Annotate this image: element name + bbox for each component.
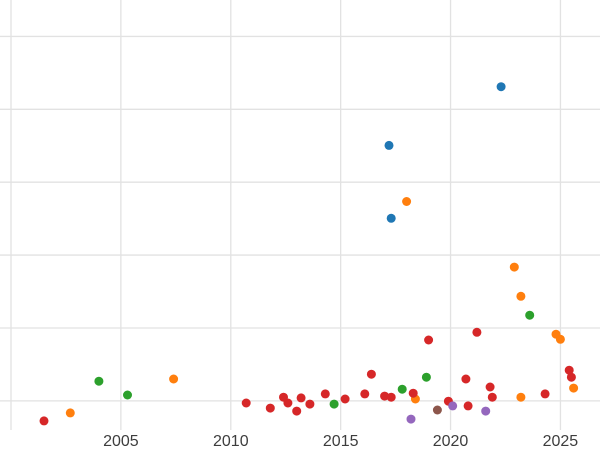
data-point-red bbox=[485, 382, 495, 392]
data-point-red bbox=[487, 392, 497, 402]
data-point-red bbox=[305, 399, 315, 409]
data-point-green bbox=[397, 384, 407, 394]
data-point-purple bbox=[406, 414, 416, 424]
data-point-orange bbox=[169, 374, 179, 384]
data-point-red bbox=[408, 388, 418, 398]
data-point-red bbox=[320, 389, 330, 399]
data-point-green bbox=[123, 390, 132, 400]
x-axis-tick-label: 2020 bbox=[433, 433, 469, 450]
data-point-red bbox=[566, 372, 576, 382]
data-point-orange bbox=[516, 392, 526, 402]
x-axis-tick-label: 2025 bbox=[543, 433, 579, 450]
data-point-orange bbox=[509, 262, 519, 272]
data-point-green bbox=[329, 399, 339, 409]
data-point-green bbox=[421, 372, 431, 382]
data-point-red bbox=[265, 403, 275, 413]
data-point-orange bbox=[65, 408, 75, 418]
data-point-red bbox=[366, 369, 376, 379]
data-point-red bbox=[241, 398, 251, 408]
data-point-purple bbox=[481, 406, 491, 416]
x-axis-tick-label: 2010 bbox=[213, 433, 249, 450]
x-axis-tick-label: 2015 bbox=[323, 433, 359, 450]
data-point-red bbox=[340, 394, 350, 404]
data-point-red bbox=[472, 327, 482, 337]
data-point-blue bbox=[496, 82, 506, 92]
data-point-blue bbox=[386, 213, 396, 223]
data-point-purple bbox=[448, 401, 458, 411]
data-point-green bbox=[94, 376, 104, 386]
data-point-blue bbox=[384, 140, 394, 150]
data-point-red bbox=[292, 406, 302, 416]
data-point-brown bbox=[432, 405, 442, 415]
data-point-red bbox=[540, 389, 550, 399]
data-point-red bbox=[386, 392, 396, 402]
data-point-orange bbox=[569, 383, 579, 393]
data-point-red bbox=[463, 401, 473, 411]
data-point-red bbox=[461, 374, 471, 384]
data-point-red bbox=[424, 335, 434, 345]
data-point-green bbox=[525, 310, 535, 320]
data-point-red bbox=[360, 389, 370, 399]
data-point-orange bbox=[555, 334, 565, 344]
x-axis-tick-label: 2005 bbox=[103, 433, 139, 450]
data-point-red bbox=[283, 398, 293, 408]
data-point-red bbox=[39, 416, 49, 426]
data-point-red bbox=[296, 393, 306, 403]
data-point-orange bbox=[516, 291, 526, 301]
data-point-orange bbox=[402, 197, 412, 206]
data-point-red bbox=[564, 365, 574, 375]
